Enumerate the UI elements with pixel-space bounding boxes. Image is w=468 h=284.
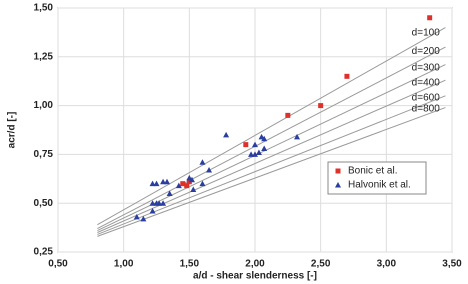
data-point — [156, 200, 163, 206]
x-axis-title: a/d - shear slenderness [-] — [193, 271, 317, 282]
data-point — [344, 73, 350, 79]
data-point — [199, 159, 206, 165]
y-tick-label: 1,00 — [34, 100, 54, 111]
data-point — [199, 180, 206, 187]
legend-swatch — [335, 168, 341, 174]
data-point — [223, 131, 230, 138]
line-label: d=300 — [412, 63, 441, 74]
x-tick-label: 1,00 — [114, 259, 134, 270]
x-tick-label: 2,00 — [245, 259, 265, 270]
data-point — [180, 181, 186, 187]
data-point — [427, 15, 433, 21]
x-tick-label: 3,50 — [442, 259, 462, 270]
data-point — [318, 103, 324, 109]
data-point — [149, 200, 156, 206]
data-point — [285, 112, 291, 118]
data-point — [252, 141, 258, 148]
data-point — [149, 208, 156, 214]
x-tick-label: 0,50 — [48, 259, 68, 270]
data-point — [133, 213, 140, 220]
data-point — [175, 182, 182, 189]
data-point — [160, 200, 167, 206]
data-point — [140, 215, 147, 222]
legend-box — [327, 161, 427, 195]
data-point — [184, 183, 190, 189]
data-point — [255, 149, 262, 155]
y-axis-title: acr/d [-] — [7, 112, 18, 149]
line-label: d=200 — [412, 46, 441, 57]
data-point — [188, 176, 195, 183]
data-point — [164, 178, 171, 185]
data-point — [294, 133, 301, 140]
line-label: d=400 — [412, 77, 441, 88]
y-tick-label: 0,25 — [34, 247, 54, 258]
x-tick-label: 2,50 — [311, 259, 331, 270]
data-point — [243, 142, 249, 148]
data-point — [206, 167, 213, 173]
legend-label: Bonic et al. — [348, 166, 397, 177]
data-point — [261, 145, 268, 152]
y-tick-label: 1,25 — [34, 51, 54, 62]
data-point — [261, 135, 268, 142]
reference-line — [97, 107, 446, 237]
y-tick-label: 0,75 — [34, 149, 54, 160]
reference-line — [97, 95, 446, 235]
reference-line — [97, 27, 446, 226]
y-tick-label: 0,50 — [34, 198, 54, 209]
legend-label: Halvonik et al. — [348, 180, 411, 191]
data-point — [160, 178, 167, 185]
reference-line — [97, 46, 446, 230]
line-label: d=100 — [412, 27, 441, 38]
legend-swatch — [335, 182, 341, 188]
reference-line — [97, 79, 446, 233]
x-tick-label: 1,50 — [180, 259, 200, 270]
x-tick-label: 3,00 — [377, 259, 397, 270]
y-tick-label: 1,50 — [34, 3, 54, 14]
data-point — [190, 186, 197, 193]
data-point — [149, 180, 156, 187]
line-label: d=800 — [412, 103, 441, 114]
line-label: d=600 — [412, 92, 441, 103]
data-point — [166, 190, 173, 196]
data-point — [153, 180, 160, 187]
data-point — [248, 151, 255, 157]
data-point — [252, 151, 258, 157]
